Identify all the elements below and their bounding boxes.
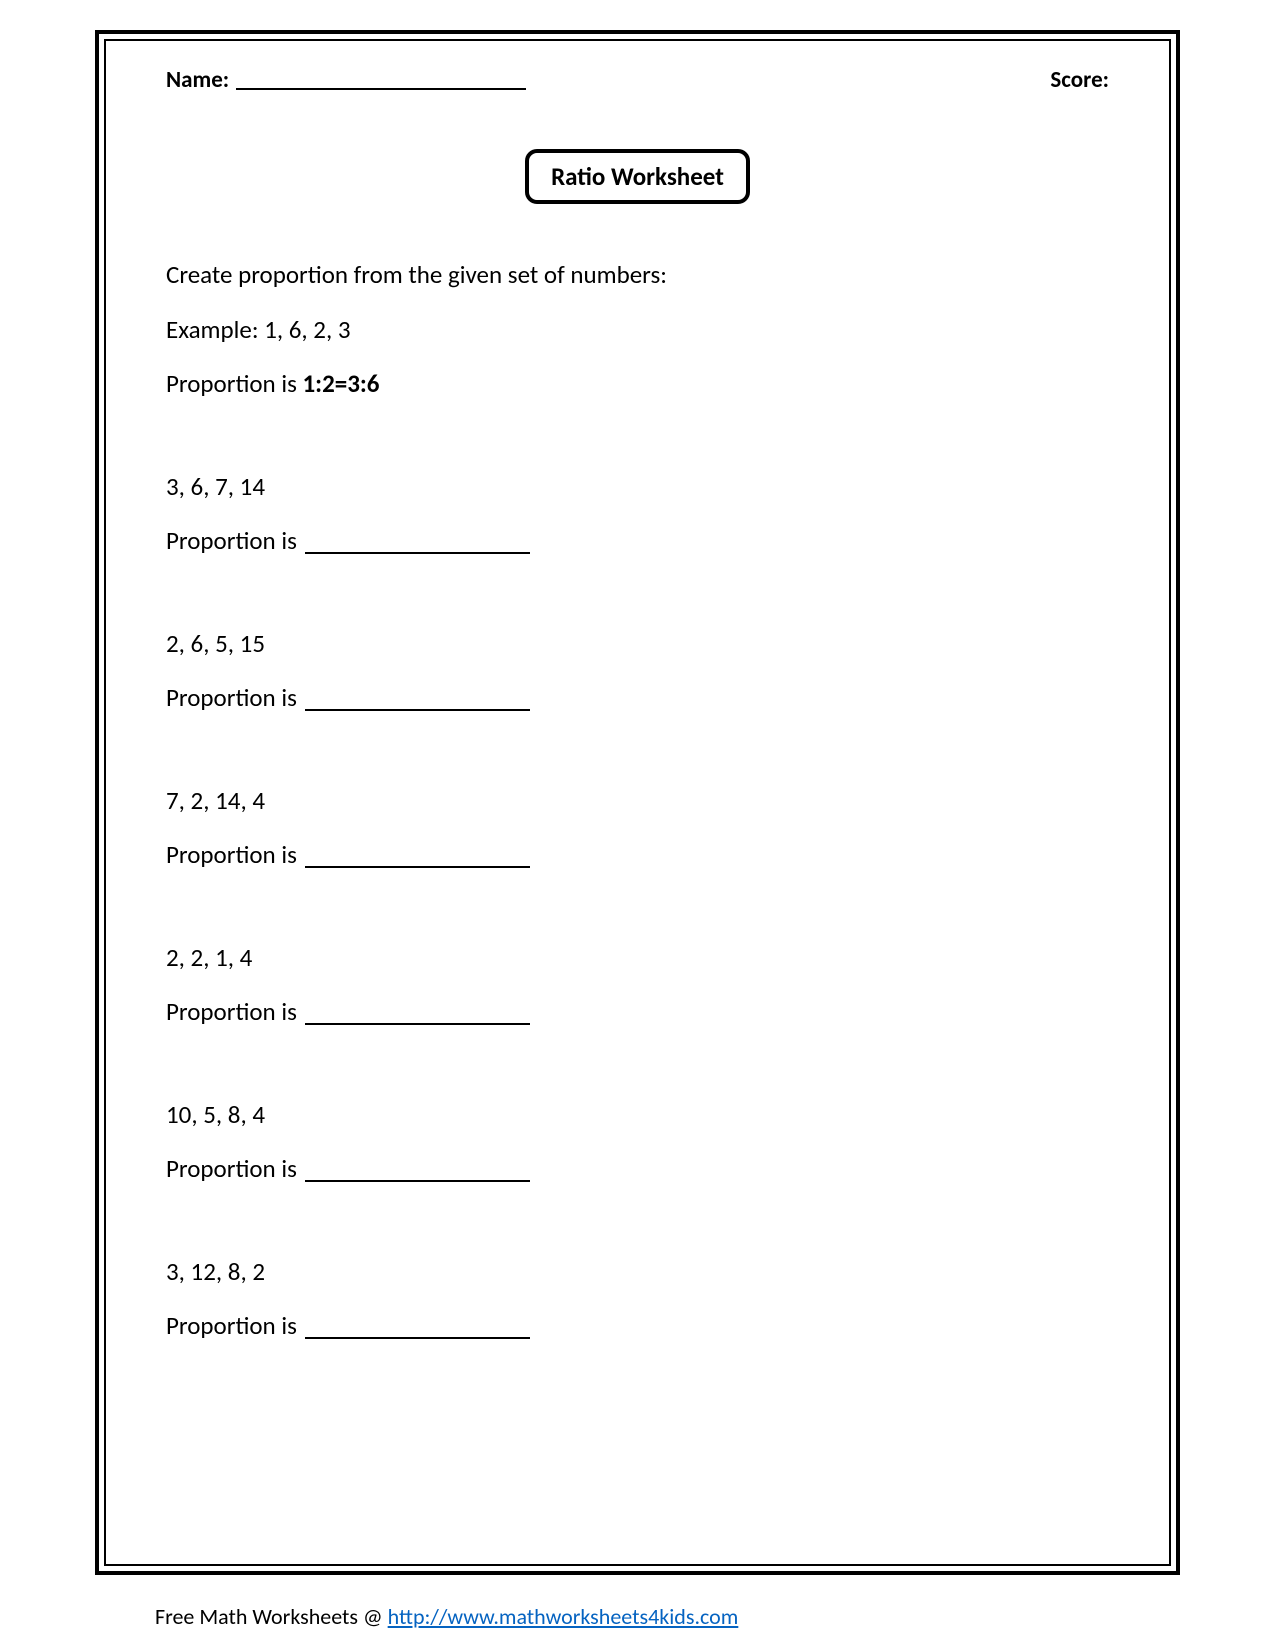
- example-answer-value: 1:2=3:6: [303, 368, 380, 399]
- example-answer: Proportion is 1:2=3:6: [166, 368, 1109, 401]
- problem-1: 3, 6, 7, 14 Proportion is: [166, 471, 1109, 558]
- example-answer-label: Proportion is: [166, 368, 303, 399]
- problem-5: 10, 5, 8, 4 Proportion is: [166, 1099, 1109, 1186]
- score-field: Score:: [1050, 66, 1109, 94]
- answer-label: Proportion is: [166, 525, 303, 556]
- title-container: Ratio Worksheet: [166, 149, 1109, 204]
- worksheet-page: Name: Score: Ratio Worksheet Create prop…: [0, 0, 1275, 1650]
- problem-numbers: 3, 6, 7, 14: [166, 471, 1109, 504]
- name-field: Name:: [166, 66, 526, 94]
- worksheet-title: Ratio Worksheet: [525, 149, 750, 204]
- answer-label: Proportion is: [166, 996, 303, 1027]
- outer-border: Name: Score: Ratio Worksheet Create prop…: [95, 30, 1180, 1575]
- problem-numbers: 10, 5, 8, 4: [166, 1099, 1109, 1132]
- worksheet-content: Create proportion from the given set of …: [166, 259, 1109, 1343]
- problem-numbers: 7, 2, 14, 4: [166, 785, 1109, 818]
- answer-blank[interactable]: [305, 866, 530, 868]
- answer-line: Proportion is: [166, 996, 1109, 1029]
- header-row: Name: Score:: [166, 66, 1109, 94]
- example-label: Example:: [166, 314, 264, 345]
- instructions: Create proportion from the given set of …: [166, 259, 1109, 292]
- answer-line: Proportion is: [166, 1310, 1109, 1343]
- problem-4: 2, 2, 1, 4 Proportion is: [166, 942, 1109, 1029]
- answer-line: Proportion is: [166, 1153, 1109, 1186]
- problem-numbers: 3, 12, 8, 2: [166, 1256, 1109, 1289]
- answer-label: Proportion is: [166, 1310, 303, 1341]
- footer-prefix: Free Math Worksheets @: [155, 1603, 388, 1630]
- answer-label: Proportion is: [166, 839, 303, 870]
- footer-link[interactable]: http://www.mathworksheets4kids.com: [388, 1603, 739, 1630]
- example-numbers: 1, 6, 2, 3: [264, 314, 350, 345]
- inner-border: Name: Score: Ratio Worksheet Create prop…: [104, 39, 1171, 1566]
- answer-blank[interactable]: [305, 1337, 530, 1339]
- answer-label: Proportion is: [166, 682, 303, 713]
- answer-line: Proportion is: [166, 682, 1109, 715]
- answer-label: Proportion is: [166, 1153, 303, 1184]
- problem-3: 7, 2, 14, 4 Proportion is: [166, 785, 1109, 872]
- footer: Free Math Worksheets @ http://www.mathwo…: [155, 1603, 738, 1630]
- answer-blank[interactable]: [305, 1023, 530, 1025]
- name-blank[interactable]: [236, 88, 526, 90]
- answer-blank[interactable]: [305, 552, 530, 554]
- name-label: Name:: [166, 66, 229, 94]
- problem-numbers: 2, 2, 1, 4: [166, 942, 1109, 975]
- problem-2: 2, 6, 5, 15 Proportion is: [166, 628, 1109, 715]
- answer-blank[interactable]: [305, 1180, 530, 1182]
- score-label: Score:: [1050, 66, 1109, 94]
- problem-numbers: 2, 6, 5, 15: [166, 628, 1109, 661]
- answer-line: Proportion is: [166, 525, 1109, 558]
- answer-line: Proportion is: [166, 839, 1109, 872]
- example-line: Example: 1, 6, 2, 3: [166, 314, 1109, 347]
- problem-6: 3, 12, 8, 2 Proportion is: [166, 1256, 1109, 1343]
- answer-blank[interactable]: [305, 709, 530, 711]
